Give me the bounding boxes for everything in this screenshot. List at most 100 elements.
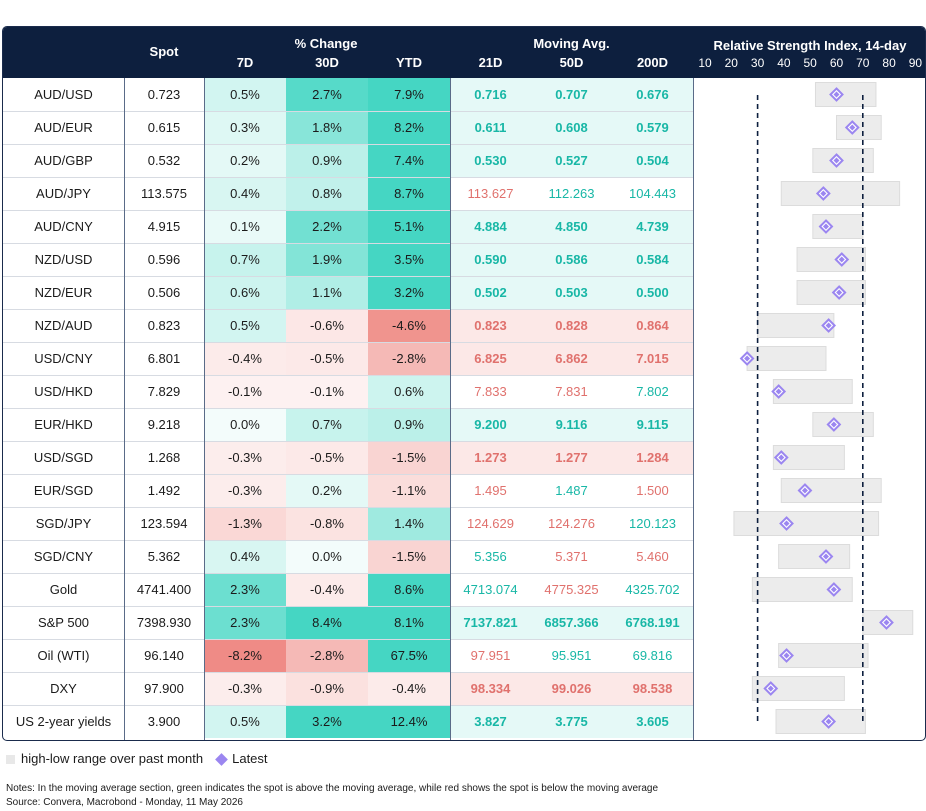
cell-ma200: 7.802 — [636, 384, 669, 399]
cell-ma50: 6.862 — [531, 342, 612, 375]
cell-d7: 2.3% — [204, 573, 286, 606]
cell-ma21: 98.334 — [450, 672, 531, 705]
cell-ma21: 7.833 — [474, 384, 507, 399]
cell-ytd: -4.6% — [368, 309, 450, 342]
header-7d: 7D — [236, 55, 254, 70]
column-separator — [124, 78, 125, 740]
notes-line: Notes: In the moving average section, gr… — [6, 783, 659, 794]
cell-ytd: -1.5% — [368, 441, 450, 474]
row-divider — [3, 639, 693, 640]
cell-d30: -0.5% — [286, 441, 368, 474]
rsi-latest-marker-core — [822, 553, 829, 560]
cell-d30: 1.9% — [286, 243, 368, 276]
cell-d30: -0.8% — [286, 507, 368, 540]
rsi-latest-marker-core — [849, 124, 856, 131]
row-divider — [3, 243, 693, 244]
cell-spot: 113.575 — [140, 186, 188, 201]
cell-ma200: 5.460 — [636, 549, 669, 564]
row-divider — [3, 474, 693, 475]
cell-spot: 4.915 — [147, 219, 181, 234]
cell-ma50: 124.276 — [548, 516, 595, 531]
cell-ma50: 3.775 — [531, 705, 612, 738]
rsi-tick-label: 60 — [829, 56, 844, 70]
rsi-range-bar — [796, 280, 866, 305]
row-label: NZD/AUD — [34, 318, 93, 333]
header-moving-avg: Moving Avg. — [533, 36, 610, 51]
rsi-range-bar — [778, 544, 851, 569]
cell-ma200: 7.015 — [612, 342, 693, 375]
cell-ytd: 5.1% — [368, 210, 450, 243]
rsi-latest-marker-core — [825, 322, 832, 329]
rsi-range-bar — [746, 346, 827, 371]
rsi-tick-label: 10 — [698, 56, 712, 70]
header-pct-change: % Change — [294, 36, 358, 51]
cell-ma50: 0.608 — [531, 111, 612, 144]
cell-d30: -0.9% — [286, 672, 368, 705]
row-label: US 2-year yields — [15, 714, 112, 729]
cell-ytd: 0.6% — [368, 375, 450, 408]
cell-ytd: 3.5% — [368, 243, 450, 276]
rsi-latest-marker-core — [778, 454, 785, 461]
header-200d: 200D — [636, 55, 669, 70]
cell-ma50: 7.831 — [555, 384, 588, 399]
cell-ytd: 12.4% — [368, 705, 450, 738]
cell-d7: 0.5% — [204, 309, 286, 342]
rsi-latest-marker-core — [830, 421, 837, 428]
cell-d30: 0.8% — [286, 177, 368, 210]
cell-ma50: 95.951 — [551, 648, 592, 663]
row-label: NZD/EUR — [34, 285, 93, 300]
row-divider — [3, 573, 693, 574]
cell-ma21: 0.502 — [450, 276, 531, 309]
row-label: S&P 500 — [37, 615, 90, 630]
cell-d30: 8.4% — [286, 606, 368, 639]
column-separator — [693, 78, 694, 740]
cell-ma200: 120.123 — [629, 516, 676, 531]
cell-d30: 0.0% — [286, 540, 368, 573]
cell-ma200: 9.115 — [612, 408, 693, 441]
cell-ma200: 1.284 — [612, 441, 693, 474]
rsi-chart — [733, 82, 914, 734]
cell-ma50: 1.277 — [531, 441, 612, 474]
cell-spot: 4741.400 — [136, 582, 192, 597]
rsi-latest-marker-core — [883, 619, 890, 626]
cell-d30: -0.1% — [286, 375, 368, 408]
cell-ma50: 0.707 — [531, 78, 612, 111]
cell-d30: 3.2% — [286, 705, 368, 738]
row-divider — [3, 309, 693, 310]
column-separator — [204, 78, 205, 740]
rsi-latest-marker-core — [767, 685, 774, 692]
rsi-latest-marker-core — [783, 652, 790, 659]
rsi-tick-label: 20 — [724, 56, 738, 70]
row-divider — [3, 210, 693, 211]
cell-d30: -2.8% — [286, 639, 368, 672]
row-divider — [3, 672, 693, 673]
cell-ma200: 1.500 — [636, 483, 669, 498]
source-line: Source: Convera, Macrobond - Monday, 11 … — [6, 797, 243, 808]
cell-ma200: 6768.191 — [612, 606, 693, 639]
table-header: Spot % Change 7D 30D YTD Moving Avg. 21D… — [3, 27, 925, 78]
cell-d7: 0.7% — [204, 243, 286, 276]
cell-spot: 96.140 — [144, 648, 184, 663]
cell-d7: 0.4% — [204, 177, 286, 210]
row-divider — [3, 540, 693, 541]
cell-d7: 0.5% — [204, 705, 286, 738]
row-label: USD/SGD — [33, 450, 94, 465]
cell-ma50: 0.586 — [531, 243, 612, 276]
row-label: Gold — [49, 582, 78, 597]
cell-d30: 2.2% — [286, 210, 368, 243]
rsi-latest-marker-core — [838, 256, 845, 263]
row-label: USD/CNY — [34, 351, 93, 366]
row-divider — [3, 441, 693, 442]
cell-d7: 0.3% — [204, 111, 286, 144]
rsi-latest-marker-core — [833, 91, 840, 98]
row-label: AUD/CNY — [34, 219, 93, 234]
cell-spot: 1.268 — [147, 450, 181, 465]
rsi-latest-marker-core — [830, 586, 837, 593]
header-50d: 50D — [559, 55, 584, 70]
header-spot: Spot — [149, 44, 179, 59]
cell-ma50: 112.263 — [548, 186, 595, 201]
rsi-latest-marker-core — [822, 223, 829, 230]
legend-range-label: high-low range over past month — [21, 751, 204, 766]
cell-ma200: 69.816 — [632, 648, 673, 663]
rsi-range-bar — [780, 478, 882, 503]
